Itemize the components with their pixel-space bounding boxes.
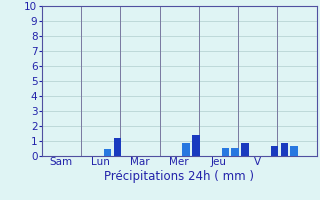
Bar xyxy=(271,146,278,156)
Bar xyxy=(104,148,111,156)
Bar xyxy=(192,135,200,156)
Bar xyxy=(222,148,229,156)
Bar xyxy=(241,143,249,156)
Bar xyxy=(231,148,239,156)
Bar xyxy=(281,142,288,156)
X-axis label: Précipitations 24h ( mm ): Précipitations 24h ( mm ) xyxy=(104,170,254,183)
Bar xyxy=(291,146,298,156)
Bar xyxy=(182,143,190,156)
Bar xyxy=(114,138,121,156)
